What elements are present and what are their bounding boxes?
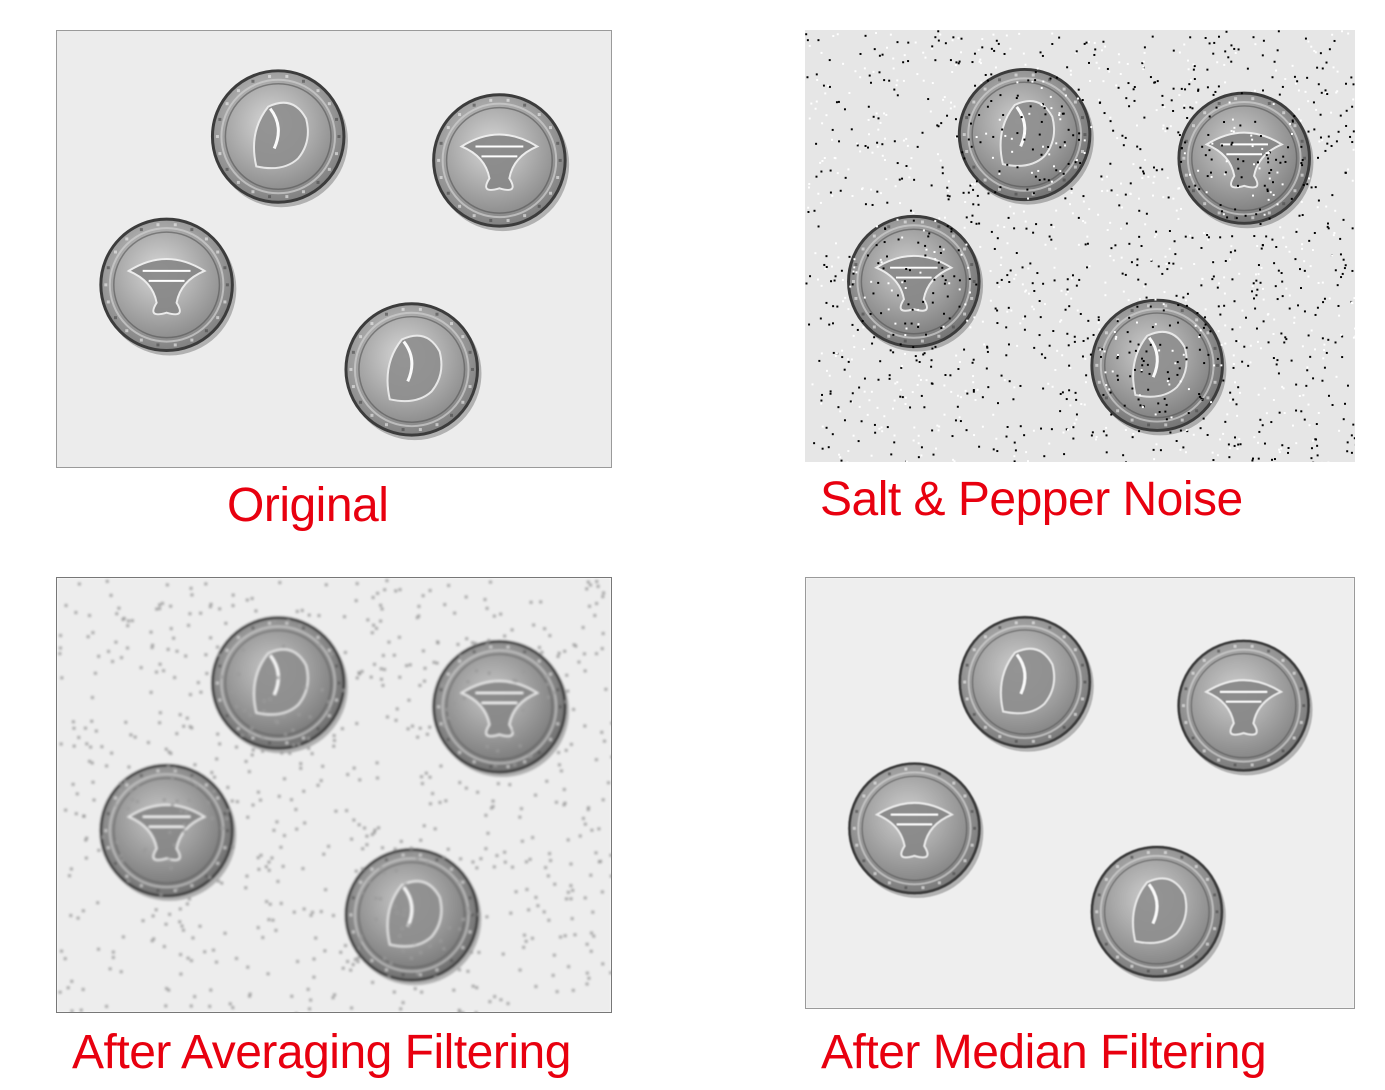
coin-2 (1177, 639, 1313, 776)
coin-1 (210, 69, 348, 208)
coin-2 (432, 639, 570, 778)
coin-1 (958, 615, 1094, 752)
median-filtered-image (805, 577, 1355, 1009)
original-coins-image (56, 30, 612, 468)
coin-2 (1177, 91, 1314, 229)
noise-pixels (805, 30, 1355, 462)
coin-4 (1090, 845, 1226, 982)
median-caption: After Median Filtering (821, 1026, 1267, 1079)
coin-4 (344, 302, 482, 441)
salt-pepper-noise-image (805, 30, 1355, 462)
noise-caption: Salt & Pepper Noise (820, 473, 1243, 526)
averaging-caption: After Averaging Filtering (72, 1026, 571, 1079)
coin-2 (432, 93, 570, 232)
coin-3 (847, 762, 984, 899)
coin-1 (210, 616, 348, 754)
original-caption: Original (227, 479, 389, 532)
averaging-filtered-image (56, 577, 612, 1013)
noise-pixels (58, 578, 611, 1012)
coin-3 (99, 217, 237, 356)
